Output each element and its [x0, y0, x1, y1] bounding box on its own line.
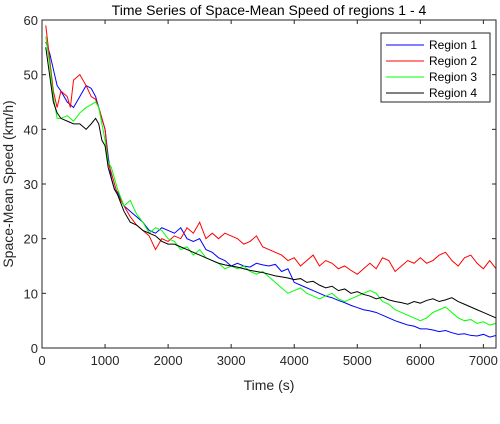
x-tick-label: 4000	[280, 353, 309, 368]
x-tick-label: 2000	[154, 353, 183, 368]
x-tick-label: 1000	[91, 353, 120, 368]
y-tick-label: 40	[24, 122, 38, 137]
y-axis-title: Space-Mean Speed (km/h)	[0, 100, 16, 267]
series-line-region-4	[45, 47, 496, 319]
x-tick-label: 0	[38, 353, 45, 368]
series-layer	[45, 25, 496, 338]
legend-label-region-2: Region 2	[429, 54, 477, 68]
chart-title: Time Series of Space-Mean Speed of regio…	[112, 2, 427, 18]
y-tick-label: 20	[24, 232, 38, 247]
y-tick-label: 10	[24, 286, 38, 301]
x-axis-title: Time (s)	[244, 377, 295, 393]
x-tick-label: 7000	[469, 353, 498, 368]
x-tick-label: 5000	[343, 353, 372, 368]
legend-label-region-3: Region 3	[429, 70, 477, 84]
ticks-layer: 0 1000 2000 3000 4000 5000 6000 7000 0 10 20 30 40 50…	[24, 13, 498, 368]
y-tick-label: 0	[31, 341, 38, 356]
y-tick-label: 60	[24, 13, 38, 28]
series-line-region-3	[45, 36, 496, 326]
x-tick-label: 6000	[406, 353, 435, 368]
y-tick-label: 50	[24, 68, 38, 83]
legend-label-region-1: Region 1	[429, 38, 477, 52]
legend: Region 1 Region 2 Region 3 Region 4	[380, 32, 491, 103]
x-tick-label: 3000	[217, 353, 246, 368]
legend-label-region-4: Region 4	[429, 86, 477, 100]
y-tick-label: 30	[24, 177, 38, 192]
